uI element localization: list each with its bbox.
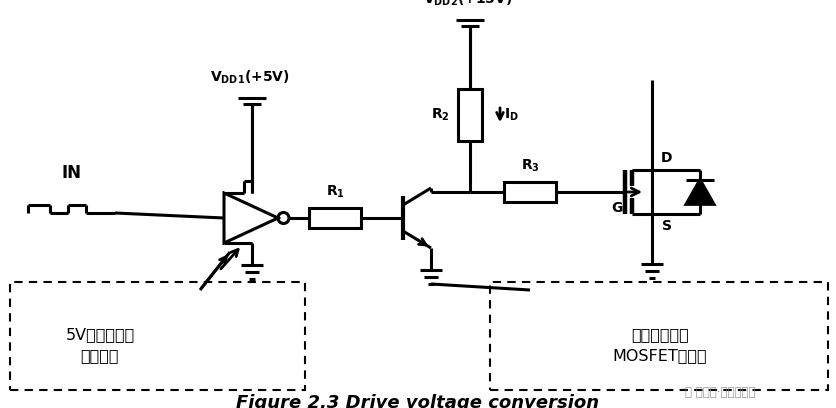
Text: D: D	[660, 151, 672, 165]
Text: G: G	[611, 201, 622, 215]
Text: $\mathbf{R_1}$: $\mathbf{R_1}$	[325, 184, 344, 200]
Text: S: S	[661, 219, 671, 233]
Text: Figure 2.3 Drive voltage conversion: Figure 2.3 Drive voltage conversion	[236, 394, 599, 408]
Text: $\mathbf{V_{DD1}}$$\mathbf{(+5V)}$: $\mathbf{V_{DD1}}$$\mathbf{(+5V)}$	[210, 69, 289, 86]
Polygon shape	[686, 180, 713, 204]
Text: IN: IN	[62, 164, 82, 182]
Bar	[489, 282, 827, 390]
Bar	[503, 182, 555, 202]
Text: $\mathbf{I_D}$: $\mathbf{I_D}$	[503, 107, 518, 123]
Text: $\mathbf{V_{DD2}}$$\mathbf{(+15V)}$: $\mathbf{V_{DD2}}$$\mathbf{(+15V)}$	[423, 0, 512, 8]
Text: $\mathbf{R_2}$: $\mathbf{R_2}$	[431, 107, 450, 123]
Bar	[308, 208, 360, 228]
Text: $\mathbf{R_3}$: $\mathbf{R_3}$	[520, 157, 538, 174]
Bar	[457, 89, 482, 141]
Text: 5V数字逻辑或
微控制器: 5V数字逻辑或 微控制器	[65, 327, 135, 363]
Text: 转换为能导通
MOSFET的电压: 转换为能导通 MOSFET的电压	[612, 327, 706, 363]
Text: 🔧 公眾號·硬件攻城獅: 🔧 公眾號·硬件攻城獅	[684, 386, 754, 399]
Bar	[10, 282, 304, 390]
